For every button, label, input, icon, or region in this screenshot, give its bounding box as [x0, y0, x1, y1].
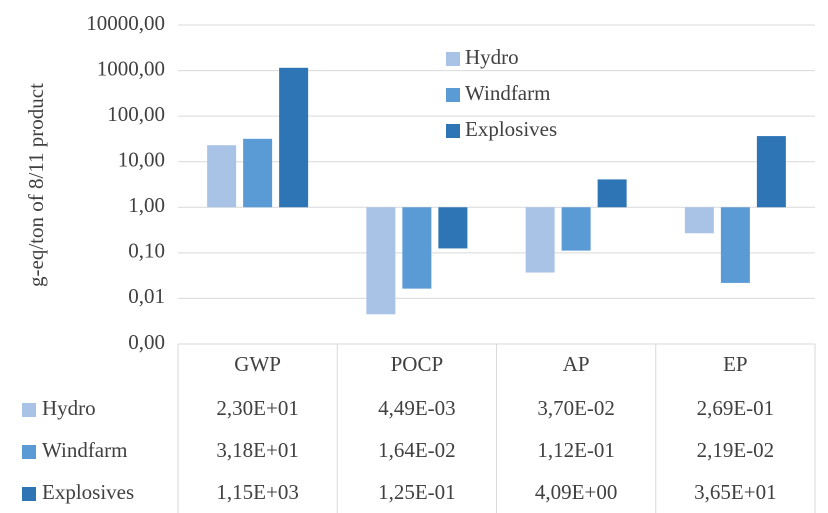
bar: [243, 138, 273, 208]
table-cell: 1,15E+03: [216, 480, 298, 504]
table-series-name: Hydro: [42, 396, 96, 420]
legend-swatch: [446, 88, 460, 102]
legend-label: Hydro: [465, 45, 519, 69]
x-tick-label: POCP: [391, 352, 444, 376]
y-tick-label: 0,10: [128, 239, 165, 263]
table-legend-swatch: [22, 445, 36, 459]
bar: [402, 207, 432, 289]
bar: [525, 207, 555, 273]
table-cell: 3,18E+01: [216, 438, 298, 462]
bar: [279, 67, 309, 208]
table-legend-swatch: [22, 487, 36, 501]
table-cell: 2,69E-01: [697, 396, 775, 420]
y-tick-label: 10000,00: [86, 11, 165, 35]
table-cell: 1,25E-01: [378, 480, 456, 504]
table-cell: 4,49E-03: [378, 396, 456, 420]
legend-label: Explosives: [465, 117, 557, 141]
bar: [561, 207, 591, 251]
table-cell: 2,19E-02: [697, 438, 775, 462]
legend-swatch: [446, 124, 460, 138]
y-tick-label: 1,00: [128, 193, 165, 217]
y-tick-label: 10,00: [118, 148, 165, 172]
bar: [207, 145, 237, 208]
x-tick-label: AP: [563, 352, 590, 376]
y-axis-title: g-eq/ton of 8/11 product: [24, 83, 48, 287]
bar: [684, 207, 714, 234]
bar: [720, 207, 750, 283]
bar: [756, 136, 786, 208]
table-cell: 2,30E+01: [216, 396, 298, 420]
table-series-name: Windfarm: [42, 438, 127, 462]
y-tick-label: 1000,00: [97, 56, 165, 80]
table-cell: 4,09E+00: [535, 480, 617, 504]
x-tick-label: EP: [723, 352, 748, 376]
bar: [597, 179, 627, 208]
table-series-name: Explosives: [42, 480, 134, 504]
legend-label: Windfarm: [465, 81, 550, 105]
table-cell: 1,64E-02: [378, 438, 456, 462]
y-tick-label: 0,01: [128, 284, 165, 308]
table-cell: 1,12E-01: [537, 438, 615, 462]
bar: [366, 207, 396, 315]
y-tick-label: 100,00: [107, 102, 165, 126]
bar: [438, 207, 468, 249]
table-cell: 3,65E+01: [694, 480, 776, 504]
table-cell: 3,70E-02: [537, 396, 615, 420]
legend-swatch: [446, 52, 460, 66]
x-tick-label: GWP: [234, 352, 281, 376]
y-tick-label: 0,00: [128, 330, 165, 354]
table-legend-swatch: [22, 403, 36, 417]
